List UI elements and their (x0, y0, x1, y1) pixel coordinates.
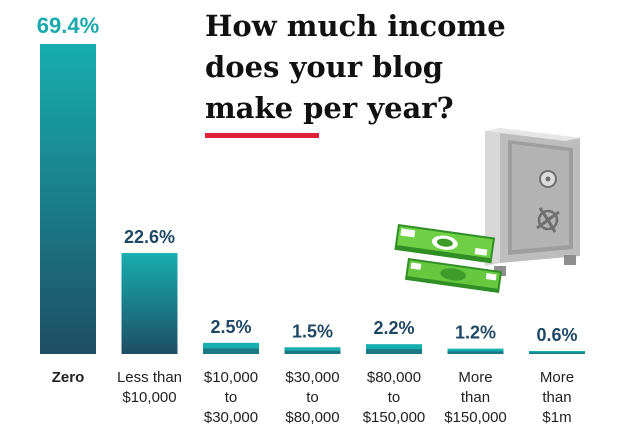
safe-icon (485, 128, 580, 276)
category-label-line: $80,000 (285, 409, 339, 426)
title-line: does your blog (205, 50, 444, 84)
category-label-line: $10,000 (204, 369, 258, 386)
bar-shade (366, 349, 422, 354)
bar-shade (447, 351, 504, 354)
category-label-line: Zero (52, 369, 85, 386)
title-line: make per year? (205, 91, 454, 125)
category-label: Less than $10,000 (117, 369, 182, 406)
category-label: More than $1m (540, 369, 574, 426)
value-label: 69.4% (37, 13, 99, 38)
category-label-line: More (540, 369, 574, 386)
value-label: 1.2% (455, 323, 496, 343)
bar-shade (284, 350, 341, 354)
safe-and-money-illustration (394, 128, 580, 294)
category-label-line: $1m (542, 409, 571, 426)
category-label: Zero (52, 369, 85, 386)
bar (121, 253, 178, 354)
bars (40, 44, 585, 354)
category-label: $10,000 to $30,000 (204, 369, 258, 426)
category-label-line: $30,000 (285, 369, 339, 386)
value-labels: 69.4% 22.6% 2.5% 1.5% 2.2% 1.2% 0.6% (37, 13, 578, 345)
money-stack-icon (394, 224, 503, 294)
bar (40, 44, 96, 354)
title-line: How much income (205, 9, 506, 43)
category-label-line: to (225, 389, 238, 406)
category-label-line: than (542, 389, 571, 406)
category-label-line: to (306, 389, 319, 406)
category-label-line: $80,000 (367, 369, 421, 386)
category-label: More than $150,000 (444, 369, 507, 426)
category-label-line: $150,000 (363, 409, 426, 426)
category-label: $30,000 to $80,000 (285, 369, 339, 426)
category-label-line: $150,000 (444, 409, 507, 426)
value-label: 2.2% (373, 318, 414, 338)
chart-title: How much income does your blog make per … (205, 6, 535, 129)
category-label-line: to (388, 389, 401, 406)
value-label: 2.5% (210, 317, 251, 337)
value-label: 22.6% (124, 227, 175, 247)
category-label-line: than (461, 389, 490, 406)
value-label: 0.6% (536, 325, 577, 345)
category-label-line: Less than (117, 369, 182, 386)
category-label-line: More (458, 369, 492, 386)
bar-shade (529, 352, 585, 354)
title-underline (205, 133, 319, 138)
category-label-line: $30,000 (204, 409, 258, 426)
category-label-line: $10,000 (122, 389, 176, 406)
category-label: $80,000 to $150,000 (363, 369, 426, 426)
value-label: 1.5% (292, 321, 333, 341)
bar-shade (203, 348, 259, 354)
category-labels: Zero Less than $10,000$10,000 to $30,000$30,… (52, 369, 574, 426)
